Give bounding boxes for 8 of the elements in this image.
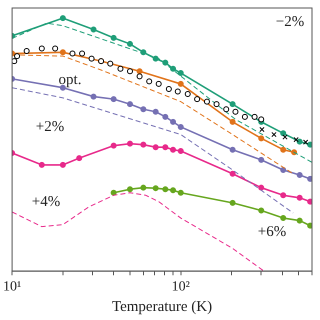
- x-tick-label: 10²: [172, 279, 190, 294]
- annotation: −2%: [276, 14, 304, 30]
- annotation: +4%: [32, 194, 60, 210]
- x-axis-title: Temperature (K): [112, 298, 212, 315]
- annotation: opt.: [58, 72, 82, 88]
- annotation: +6%: [258, 224, 286, 240]
- annotation: +2%: [36, 118, 64, 135]
- x-tick-label: 10¹: [2, 279, 22, 294]
